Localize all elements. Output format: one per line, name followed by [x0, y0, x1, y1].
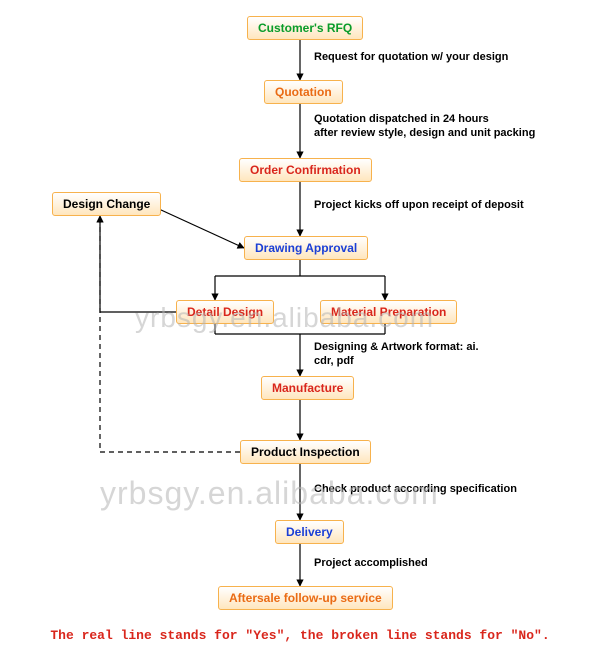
annotation-a6: Project accomplished [314, 556, 428, 570]
node-rfq: Customer's RFQ [247, 16, 363, 40]
node-aftersale: Aftersale follow-up service [218, 586, 393, 610]
node-drawing: Drawing Approval [244, 236, 368, 260]
edge-detail-to-chg [100, 216, 176, 312]
node-manufacture: Manufacture [261, 376, 354, 400]
node-quotation: Quotation [264, 80, 343, 104]
annotation-a3: Project kicks off upon receipt of deposi… [314, 198, 524, 212]
edge-chg-to-drawing [148, 204, 244, 248]
annotation-a1: Request for quotation w/ your design [314, 50, 508, 64]
node-design_chg: Design Change [52, 192, 161, 216]
annotation-a4: Designing & Artwork format: ai.cdr, pdf [314, 340, 479, 369]
node-inspection: Product Inspection [240, 440, 371, 464]
node-delivery: Delivery [275, 520, 344, 544]
node-order: Order Confirmation [239, 158, 372, 182]
watermark-1: yrbsgy.en.alibaba.com [100, 475, 439, 512]
annotation-a2: Quotation dispatched in 24 hoursafter re… [314, 112, 535, 141]
watermark-0: yrbsgy.en.alibaba.com [135, 302, 434, 334]
legend-footer: The real line stands for "Yes", the brok… [0, 628, 600, 643]
edge-insp-to-chg [100, 216, 240, 452]
